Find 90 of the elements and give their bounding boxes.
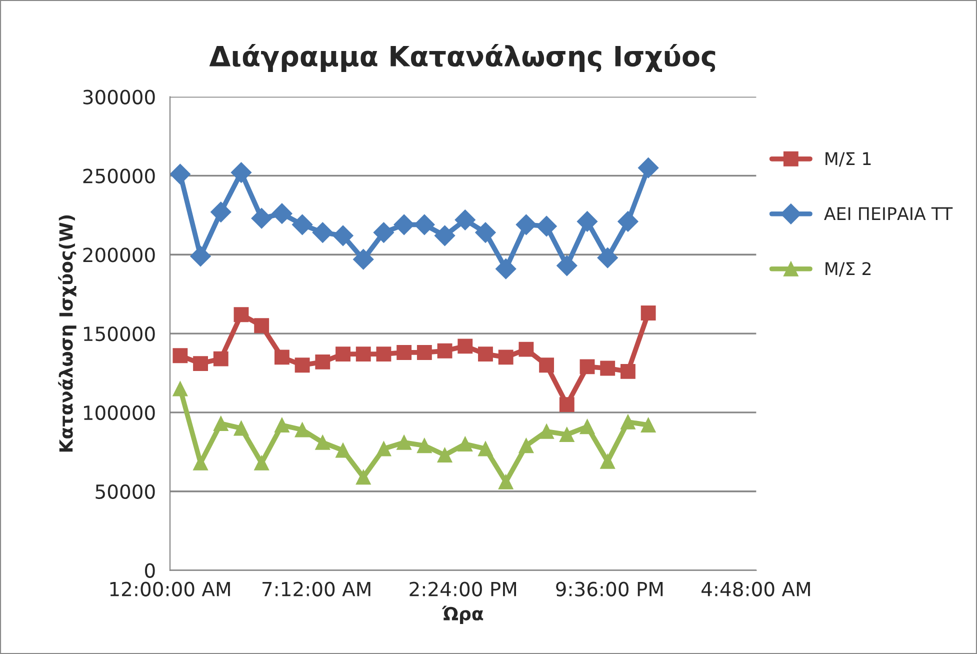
point [332, 225, 354, 246]
point [210, 202, 232, 222]
point [376, 346, 392, 362]
legend-label: Μ/Σ 2 [826, 262, 871, 277]
x-tick-label: 2:24:00 PM [410, 582, 516, 596]
y-tick-label: 250000 [83, 168, 155, 184]
point [458, 338, 473, 354]
chart-title: Διάγραμμα Κατανάλωσης Ισχύος [209, 44, 716, 72]
y-tick-label: 200000 [83, 248, 155, 262]
point [396, 345, 412, 360]
legend-label: Μ/Σ 1 [826, 152, 871, 167]
point [640, 306, 656, 320]
point [315, 354, 330, 370]
point [254, 318, 270, 334]
point [230, 162, 252, 183]
x-tick-label: 4:48:00 AM [702, 582, 810, 596]
point [600, 454, 616, 469]
point [620, 414, 636, 430]
point [234, 307, 249, 322]
point [170, 164, 191, 184]
point [172, 381, 188, 396]
y-tick-label: 50000 [96, 484, 155, 500]
point [576, 211, 598, 232]
point [600, 360, 616, 376]
x-axis-title: Ώρα [442, 606, 484, 624]
point [272, 203, 292, 224]
y-axis-title: Κατανάλωση Ισχύος(W) [58, 215, 76, 452]
point [336, 346, 350, 362]
point [437, 448, 452, 463]
legend-label: ΑΕΙ ΠΕΙΡΑΙΑ ΤΤ [824, 207, 953, 220]
point [315, 434, 330, 450]
point [498, 474, 514, 490]
point [620, 364, 636, 379]
point [478, 346, 493, 362]
point [496, 258, 516, 280]
point [539, 358, 554, 373]
point [294, 358, 310, 373]
point [640, 418, 656, 433]
x-tick-label: 9:36:00 PM [556, 582, 663, 596]
y-tick-label: 100000 [84, 405, 155, 420]
point [638, 157, 659, 178]
y-tick-label: 0 [145, 563, 155, 578]
point [414, 214, 435, 235]
point [193, 456, 208, 470]
point [353, 249, 374, 270]
point [475, 222, 496, 243]
point [376, 441, 392, 456]
point [193, 356, 208, 371]
point [356, 470, 371, 485]
point [559, 397, 574, 412]
point [478, 441, 493, 456]
point [539, 424, 554, 439]
point [190, 246, 211, 267]
point [251, 208, 272, 229]
point [536, 216, 557, 237]
y-tick-label: 300000 [83, 90, 155, 104]
point [597, 247, 618, 268]
point [618, 211, 638, 232]
point [498, 350, 514, 365]
point [254, 456, 270, 470]
x-tick-label: 7:12:00 AM [262, 582, 370, 596]
point [294, 422, 310, 438]
point [434, 225, 456, 246]
point [312, 222, 333, 243]
point [556, 255, 578, 276]
point [416, 438, 432, 454]
point [458, 436, 473, 452]
point [356, 346, 371, 362]
point [274, 350, 290, 365]
point [518, 342, 534, 357]
point [213, 416, 228, 431]
point [336, 442, 350, 458]
point [396, 434, 412, 450]
point [394, 214, 414, 235]
y-tick-label: 150000 [84, 326, 155, 342]
point [437, 343, 452, 358]
point [580, 419, 595, 434]
point [172, 348, 188, 364]
point [559, 427, 574, 442]
point [274, 418, 290, 433]
point [416, 345, 432, 360]
point [518, 438, 534, 454]
point [234, 420, 249, 436]
x-tick-label: 12:00:00 AM [110, 582, 230, 596]
point [580, 359, 595, 374]
point [292, 214, 313, 235]
point [454, 210, 476, 230]
point [213, 351, 228, 366]
point [373, 222, 394, 243]
point [516, 214, 537, 235]
